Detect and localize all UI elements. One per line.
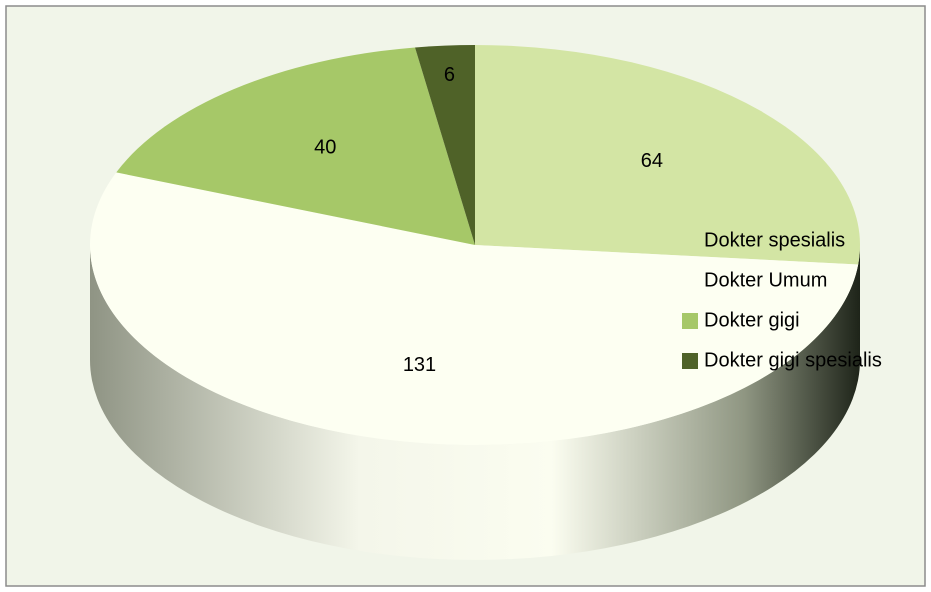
legend-label: Dokter Umum xyxy=(704,269,827,291)
legend-label: Dokter spesialis xyxy=(704,229,845,251)
legend-swatch xyxy=(682,273,698,289)
pie-slice xyxy=(116,47,475,245)
pie-side xyxy=(90,245,860,560)
legend-swatch xyxy=(682,353,698,369)
legend-label: Dokter gigi xyxy=(704,309,800,331)
data-label: 6 xyxy=(444,64,455,86)
legend: Dokter spesialis Dokter Umum Dokter gigi Do… xyxy=(682,229,882,371)
pie-slice xyxy=(90,172,859,445)
data-label: 131 xyxy=(403,354,436,376)
legend-label: Dokter gigi spesialis xyxy=(704,349,882,371)
pie-slice xyxy=(415,45,475,245)
legend-swatch xyxy=(682,313,698,329)
data-label: 64 xyxy=(641,150,663,172)
legend-swatch xyxy=(682,233,698,249)
pie-slice xyxy=(475,45,860,265)
data-label: 40 xyxy=(314,137,336,159)
pie: 64 131 40 6 xyxy=(90,45,860,560)
